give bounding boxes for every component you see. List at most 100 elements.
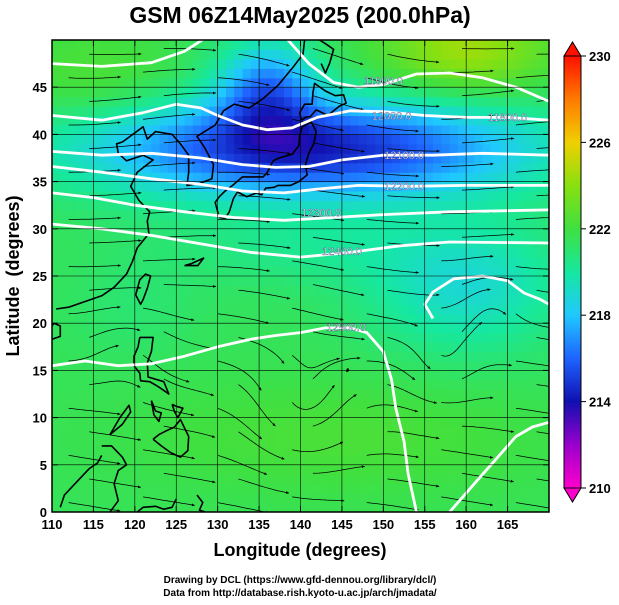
coastline-12 <box>184 257 205 267</box>
height-contour-1 <box>286 40 549 103</box>
streamline-arrow-7 <box>137 485 141 489</box>
streamline-arrow-38 <box>357 356 361 360</box>
streamline-120 <box>163 92 216 97</box>
y-tick-label-35: 35 <box>33 175 47 190</box>
streamline-25 <box>387 431 440 439</box>
contour-label-2: 12100.0 <box>384 150 424 162</box>
streamline-84 <box>68 217 121 220</box>
streamline-arrow-135 <box>286 63 290 67</box>
streamline-arrow-51 <box>281 360 285 364</box>
y-axis: 0 5 10 15 20 25 30 35 40 45 <box>33 80 549 520</box>
streamline-arrow-54 <box>502 311 507 315</box>
streamline-arrow-86 <box>266 220 270 223</box>
streamline-78 <box>163 235 217 238</box>
x-tick-label-120: 120 <box>124 517 146 532</box>
streamline-79 <box>238 242 291 249</box>
streamline-35 <box>89 380 141 388</box>
credit-data: Data from http://database.rish.kyoto-u.a… <box>163 588 437 599</box>
streamline-5 <box>441 496 494 506</box>
streamline-arrow-35 <box>137 384 141 388</box>
streamline-105 <box>89 144 142 149</box>
y-tick-label-5: 5 <box>40 458 47 473</box>
streamline-48 <box>515 360 549 367</box>
streamline-arrow-49 <box>137 328 141 331</box>
coastline-1 <box>214 121 318 220</box>
streamline-arrow-126 <box>117 75 121 79</box>
streamline-109 <box>387 148 440 152</box>
streamline-74 <box>366 266 419 273</box>
streamline-70 <box>68 265 121 268</box>
streamline-113 <box>143 113 196 120</box>
streamline-arrow-128 <box>266 83 270 86</box>
grid-lines <box>52 40 549 512</box>
streamline-arrow-100 <box>266 172 270 176</box>
streamline-137 <box>387 53 440 63</box>
x-tick-label-155: 155 <box>414 517 436 532</box>
streamline-20 <box>515 455 549 462</box>
streamline-72 <box>217 266 270 272</box>
y-tick-label-0: 0 <box>40 505 47 520</box>
x-axis: 110 115 120 125 130 135 140 145 150 155 160 165 <box>42 40 518 532</box>
streamline-arrow-79 <box>287 246 291 249</box>
coastline-7 <box>150 400 163 423</box>
streamline-106 <box>163 139 216 144</box>
streamline-30 <box>217 407 263 440</box>
streamline-91 <box>89 192 142 197</box>
streamline-arrow-127 <box>192 67 196 71</box>
streamline-14 <box>68 455 121 465</box>
streamline-38 <box>312 357 361 380</box>
streamline-arrow-113 <box>192 113 196 116</box>
streamline-arrow-28 <box>117 412 121 416</box>
x-axis-label: Longitude (degrees) <box>213 540 386 560</box>
coastline-15 <box>196 494 206 512</box>
streamline-88 <box>366 219 419 224</box>
streamline-118 <box>515 121 549 126</box>
streamline-37 <box>238 384 276 427</box>
height-contour-2 <box>52 102 549 132</box>
coastline-4 <box>133 336 170 395</box>
streamline-87 <box>292 213 345 221</box>
streamline-0 <box>68 502 121 512</box>
streamline-52 <box>312 331 365 340</box>
x-tick-label-125: 125 <box>165 517 187 532</box>
streamline-22 <box>163 425 216 438</box>
streamline-24 <box>312 394 357 427</box>
streamline-arrow-57 <box>191 318 195 322</box>
y-tick-label-20: 20 <box>33 316 47 331</box>
streamline-107 <box>238 148 291 155</box>
x-tick-label-115: 115 <box>83 517 104 532</box>
streamline-arrow-23 <box>281 456 285 460</box>
streamline-arrow-119 <box>138 95 142 99</box>
credit-dcl: Drawing by DCL (https://www.gfd-dennou.o… <box>163 575 437 586</box>
streamline-arrow-39 <box>433 401 437 404</box>
streamline-46 <box>366 360 416 381</box>
streamline-57 <box>143 307 195 321</box>
colorbar-tick-label-222: 222 <box>589 222 611 237</box>
streamline-arrow-94 <box>361 194 365 198</box>
streamline-124 <box>461 90 515 97</box>
streamline-40 <box>461 364 512 380</box>
streamline-arrow-22 <box>211 435 216 438</box>
streamline-63 <box>89 287 142 291</box>
streamline-arrow-29 <box>190 413 194 417</box>
streamline-arrow-0 <box>117 509 121 512</box>
streamline-arrow-71 <box>192 257 196 261</box>
streamline-arrow-102 <box>415 174 419 178</box>
streamline-arrow-43 <box>186 379 190 383</box>
streamline-47 <box>441 321 483 357</box>
coastline-9 <box>101 445 128 512</box>
streamline-103 <box>441 163 494 167</box>
colorbar-tick-label-218: 218 <box>589 308 611 323</box>
streamline-34 <box>515 407 549 414</box>
streamline-7 <box>89 478 141 488</box>
streamline-28 <box>68 407 121 415</box>
streamline-arrow-78 <box>213 234 216 237</box>
contour-label-6: 12500.0 <box>326 322 366 334</box>
streamline-arrow-81 <box>436 244 440 247</box>
coastline-11 <box>52 322 62 341</box>
streamline-9 <box>238 478 290 494</box>
streamline-21 <box>89 431 142 441</box>
streamline-arrow-112 <box>117 121 121 124</box>
streamline-arrow-42 <box>115 344 119 348</box>
streamline-65 <box>238 289 291 300</box>
